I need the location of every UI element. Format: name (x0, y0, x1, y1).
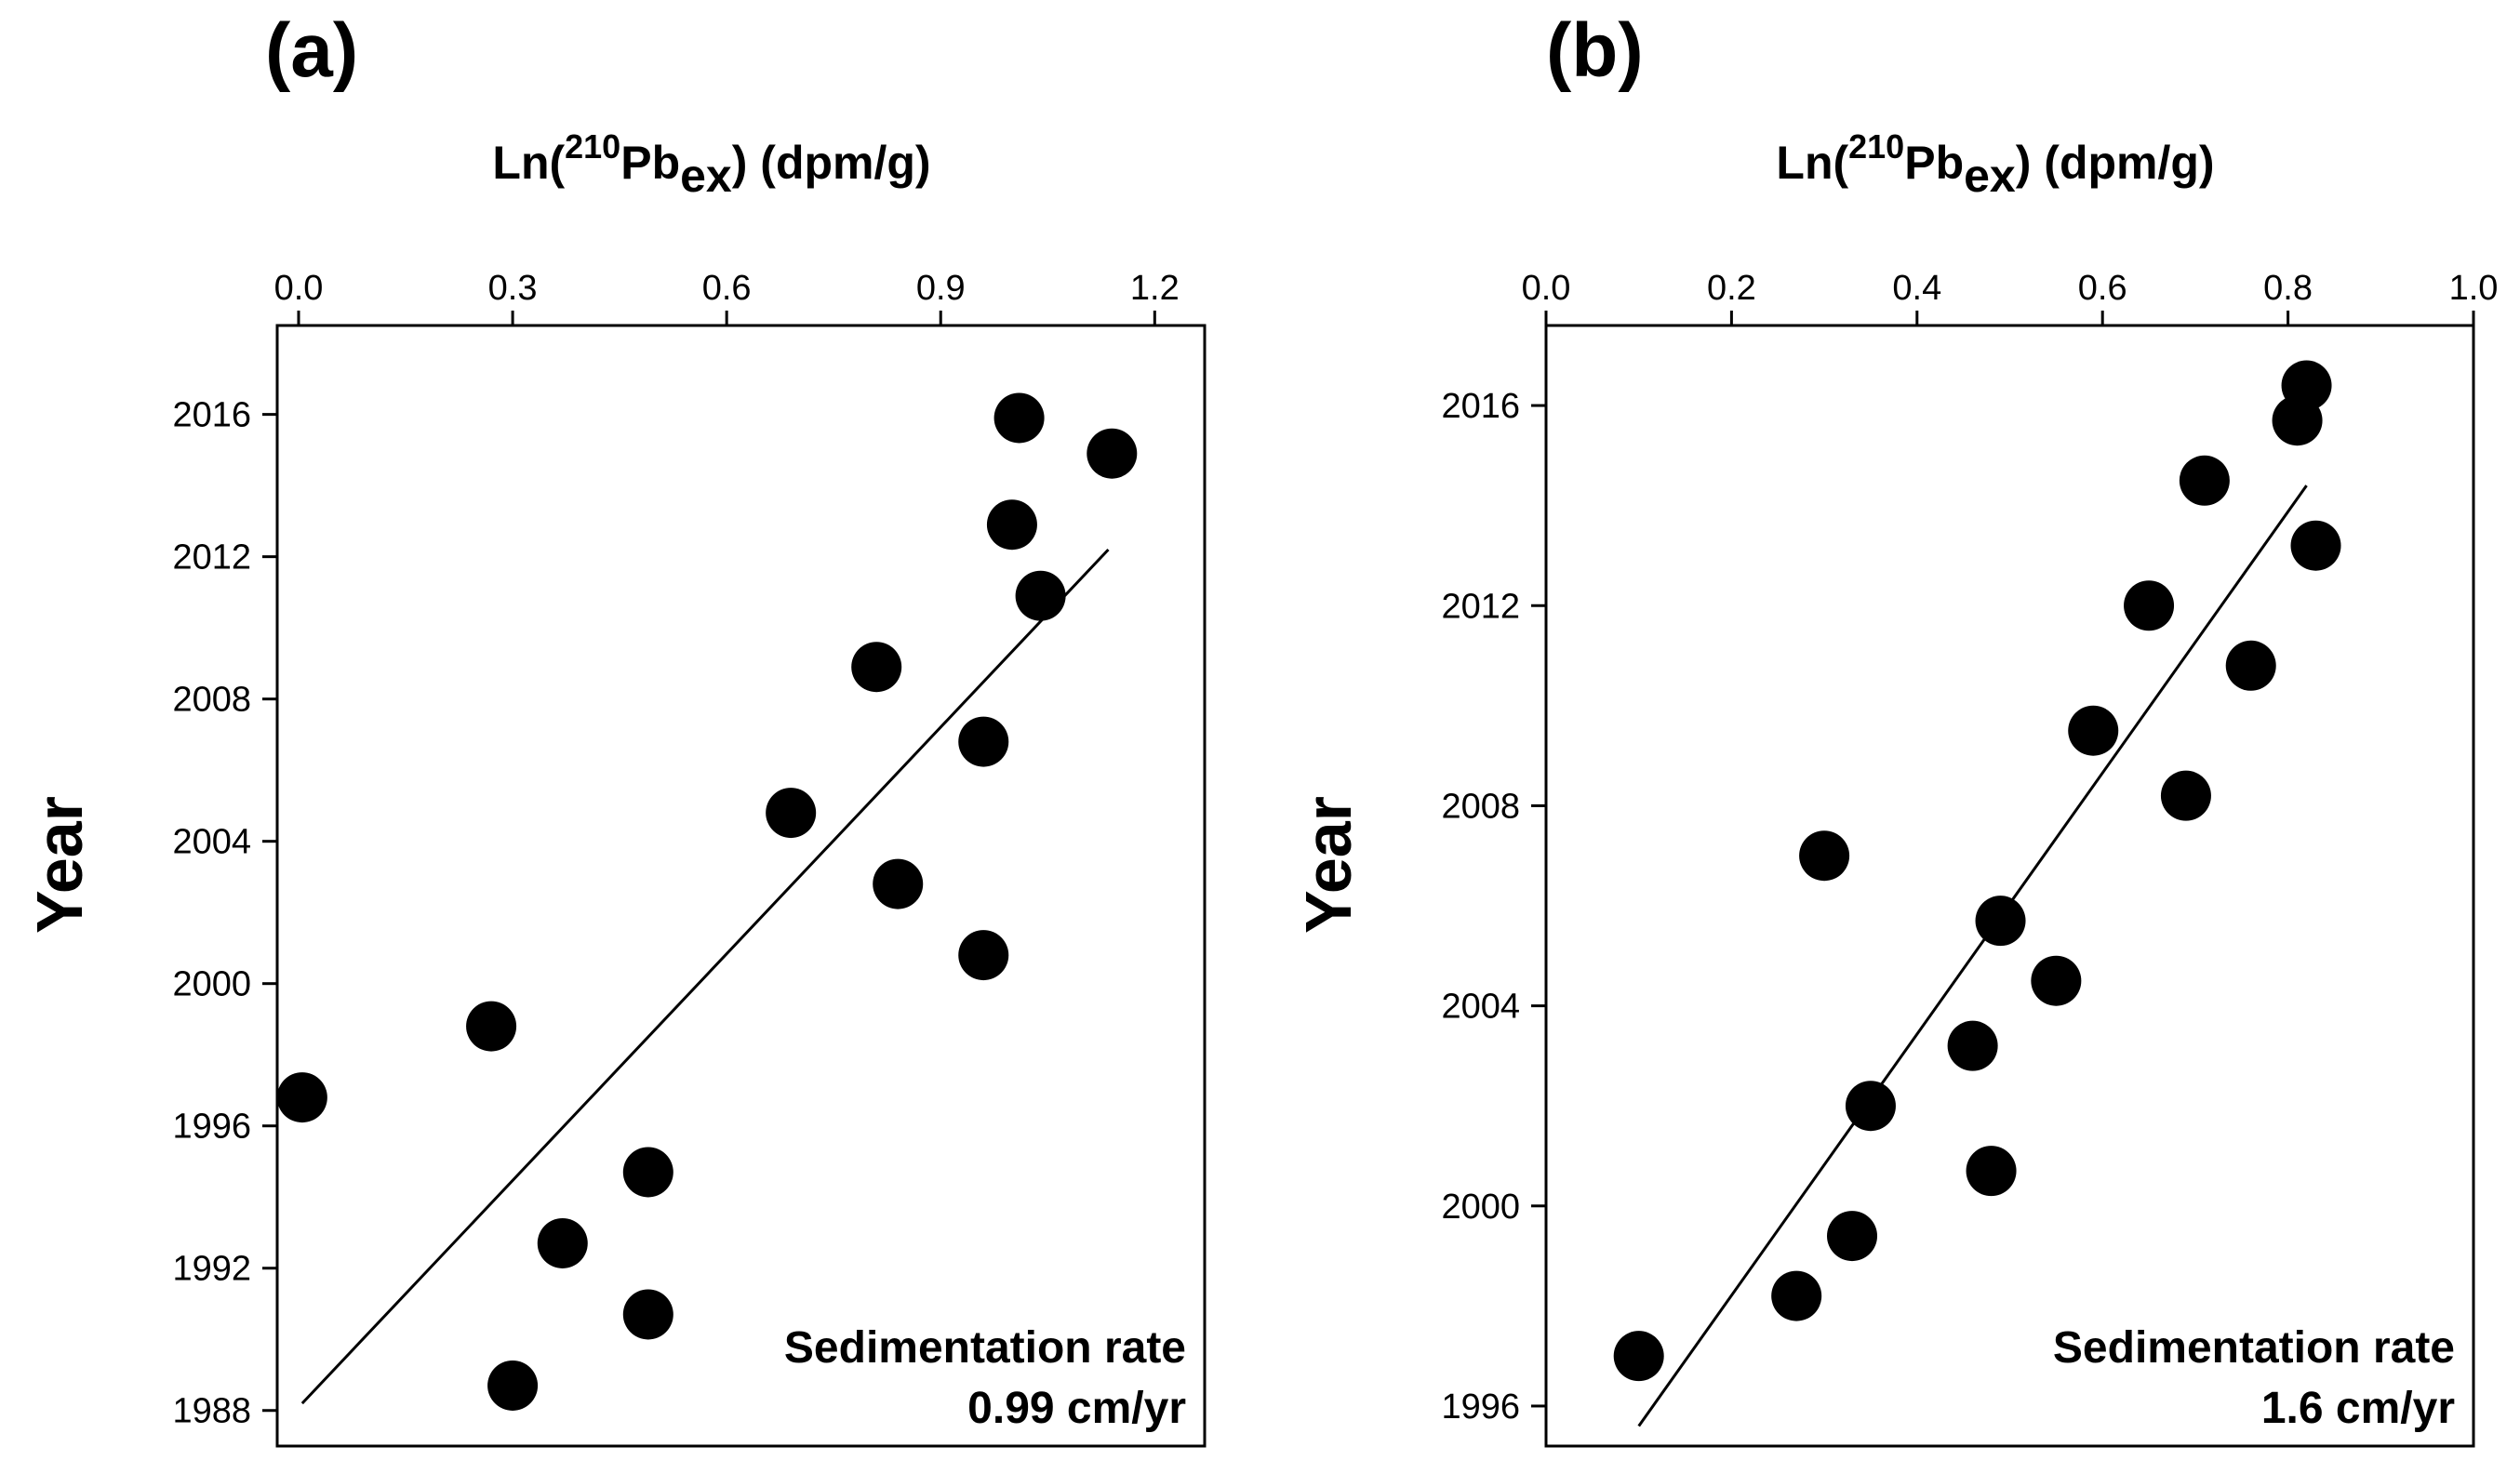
panel-a-annotation-value: 0.99 cm/yr (967, 1384, 1186, 1433)
panel-b-annotation-label: Sedimentation rate (2053, 1323, 2455, 1373)
panel-a-y-tick-label: 1988 (172, 1392, 251, 1431)
panel-a-data-point (958, 716, 1009, 767)
panel-b-xlabel-prefix: Ln( (1776, 137, 1848, 189)
panel-b-data-point (1771, 1270, 1822, 1321)
panel-b-data-point (1966, 1146, 2017, 1197)
panel-b-xlabel-sub: ex (1964, 150, 2016, 202)
panel-a-data-point (537, 1217, 588, 1268)
panel-b-x-tick-label: 0.2 (1707, 269, 1756, 308)
panel-b-data-point (2124, 580, 2175, 631)
panel-b-xlabel-suffix: ) (dpm/g) (2016, 137, 2215, 189)
panel-b-annotation-value: 1.6 cm/yr (2261, 1384, 2455, 1433)
panel-b-data-point (2160, 770, 2211, 821)
panel-b-data-point (2225, 640, 2276, 691)
panel-a: (a) Ln(210Pbex) (dpm/g) Year 0.0 0.3 0.6 0.… (23, 8, 1207, 1448)
panel-b-data-point (2031, 955, 2082, 1006)
panel-a-y-tick-label: 2000 (172, 965, 251, 1004)
panel-b-x-tick-label: 0.8 (2263, 269, 2313, 308)
panel-a-data-point (622, 1147, 673, 1198)
panel-b-data-point (1845, 1081, 1896, 1132)
panel-a-annotation-label: Sedimentation rate (784, 1323, 1186, 1373)
panel-a-data-point (622, 1289, 673, 1340)
panel-b-data-point (2068, 705, 2119, 756)
panel-b-data-point (2281, 360, 2332, 411)
panel-a-data-point (487, 1360, 539, 1411)
panel-b-xlabel-sup: 210 (1848, 127, 1904, 166)
panel-a-data-point (276, 1072, 327, 1123)
panel-b-y-tick-label: 2012 (1441, 587, 1520, 626)
panel-a-xlabel-prefix: Ln( (492, 137, 565, 189)
panel-a-regression-line (300, 548, 1110, 1405)
panel-a-label: (a) (265, 8, 358, 93)
panel-b-data-point (1827, 1211, 1878, 1262)
panel-a-x-tick-label: 0.6 (702, 269, 752, 308)
panel-a-y-ticks: 1988 1992 1996 2000 2004 2008 2012 2016 (172, 396, 277, 1431)
panel-b-data-point (1947, 1020, 1998, 1071)
panel-a-x-tick-label: 1.2 (1130, 269, 1180, 308)
panel-b-y-ticks: 1996 2000 2004 2008 2012 2016 (1441, 387, 1546, 1427)
panel-a-data-point (993, 392, 1045, 444)
panel-a-xlabel: Ln(210Pbex) (dpm/g) (492, 127, 930, 202)
panel-b-x-tick-label: 0.6 (2078, 269, 2127, 308)
panel-a-xlabel-sup: 210 (565, 127, 620, 166)
panel-b-xlabel-base: Pb (1904, 137, 1964, 189)
panel-a-plot-frame (275, 324, 1207, 1448)
panel-a-xlabel-sub: ex (680, 150, 732, 202)
panel-b-y-tick-label: 1996 (1441, 1387, 1520, 1427)
panel-a-y-tick-label: 2016 (172, 396, 251, 435)
panel-a-y-tick-label: 2012 (172, 538, 251, 577)
panel-a-data-point (873, 858, 924, 909)
panel-b-x-tick-label: 0.0 (1522, 269, 1571, 308)
panel-b-x-tick-label: 1.0 (2449, 269, 2499, 308)
panel-b-xlabel: Ln(210Pbex) (dpm/g) (1776, 127, 2214, 202)
panel-b-y-tick-label: 2016 (1441, 387, 1520, 426)
panel-b-data-point (2179, 455, 2230, 506)
panel-b-data-point (1799, 830, 1850, 882)
panel-a-x-tick-label: 0.9 (916, 269, 966, 308)
panel-a-data-points (276, 392, 1138, 1411)
panel-b-y-tick-label: 2004 (1441, 988, 1520, 1027)
panel-b-data-point (2290, 520, 2341, 571)
panel-a-y-tick-label: 2004 (172, 823, 251, 862)
panel-b-x-tick-label: 0.4 (1892, 269, 1941, 308)
panel-a-ylabel: Year (23, 796, 96, 934)
panel-a-data-point (986, 499, 1037, 551)
panel-a-data-point (766, 788, 817, 839)
panel-a-x-ticks: 0.0 0.3 0.6 0.9 1.2 (274, 269, 1180, 325)
panel-b-y-tick-label: 2008 (1441, 787, 1520, 826)
panel-a-y-tick-label: 1992 (172, 1250, 251, 1289)
panel-a-data-point (1015, 570, 1066, 621)
panel-a-xlabel-suffix: ) (dpm/g) (732, 137, 931, 189)
panel-b-ylabel: Year (1292, 796, 1365, 934)
panel-a-data-point (851, 642, 902, 693)
panel-b-plot-frame (1544, 324, 2475, 1448)
panel-a-data-point (958, 930, 1009, 981)
panel-a-y-tick-label: 1996 (172, 1108, 251, 1147)
panel-a-x-tick-label: 0.0 (274, 269, 324, 308)
panel-a-y-tick-label: 2008 (172, 681, 251, 720)
panel-b-y-tick-label: 2000 (1441, 1188, 1520, 1227)
panel-b: (b) Ln(210Pbex) (dpm/g) Year 0.0 0.2 0.4 0.… (1292, 8, 2499, 1448)
panel-b-label: (b) (1546, 8, 1644, 93)
panel-b-regression-line (1637, 484, 2308, 1427)
panel-a-data-point (1087, 428, 1138, 479)
panel-b-data-points (1613, 360, 2341, 1382)
panel-b-data-point (1975, 896, 2026, 947)
panel-a-data-point (466, 1001, 517, 1052)
panel-a-xlabel-base: Pb (620, 137, 680, 189)
panel-a-x-tick-label: 0.3 (488, 269, 538, 308)
panel-b-data-point (1613, 1331, 1664, 1382)
panel-b-x-ticks: 0.0 0.2 0.4 0.6 0.8 1.0 (1522, 269, 2499, 325)
